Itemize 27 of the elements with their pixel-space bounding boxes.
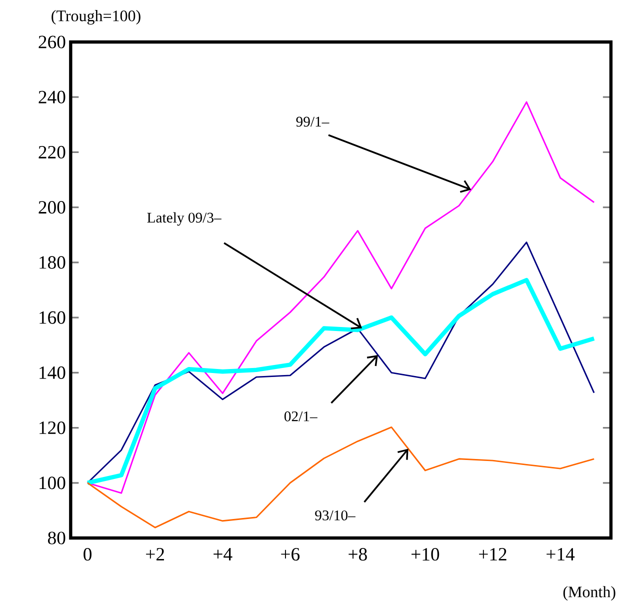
y-tick-label: 140 [40, 366, 66, 379]
annotation: Lately 09/3– [147, 212, 222, 226]
annotation: 93/10– [315, 510, 356, 520]
x-tick-label: +10 [412, 548, 440, 561]
y-tick-label: 180 [40, 256, 66, 269]
y-axis-title: (Trough=100) [52, 10, 140, 25]
y-tick-label: 220 [38, 146, 66, 159]
x-tick-label: 0 [84, 548, 92, 561]
x-tick-label: +4 [214, 548, 232, 560]
x-axis-title: (Month) [563, 586, 616, 601]
y-tick-label: 240 [38, 90, 66, 104]
annotation: 99/1– [296, 116, 330, 127]
x-tick-label: +12 [479, 548, 506, 560]
y-tick-label: 80 [48, 532, 66, 544]
x-tick-label: +8 [348, 548, 367, 561]
annotation: 02/1– [284, 411, 318, 422]
y-tick-label: 200 [38, 201, 66, 214]
line-series [86, 426, 595, 528]
line-series [85, 278, 596, 486]
line-series [86, 242, 595, 484]
x-tick-label: +14 [546, 548, 575, 560]
x-tick-label: +6 [281, 548, 300, 561]
y-tick-label: 260 [38, 36, 66, 48]
y-tick-label: 120 [40, 421, 66, 434]
y-tick-label: 100 [40, 476, 66, 490]
x-tick-label: +2 [146, 548, 164, 560]
y-tick-label: 160 [40, 311, 66, 324]
